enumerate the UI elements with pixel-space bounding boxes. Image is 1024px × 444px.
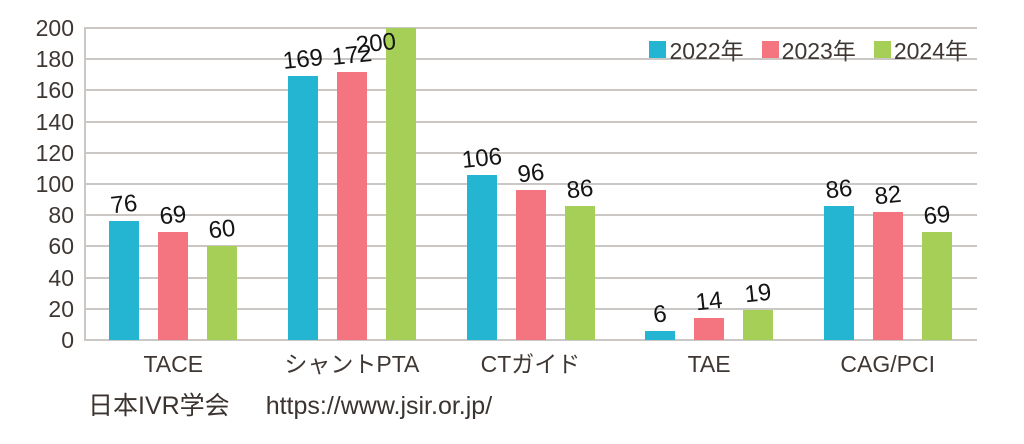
bar	[645, 330, 676, 340]
category-label: CTガイド	[480, 351, 581, 377]
source-citation: 日本IVR学会 https://www.jsir.or.jp/	[88, 386, 492, 422]
gridline	[84, 89, 977, 92]
legend-label: 2023年	[781, 38, 856, 64]
bar	[336, 71, 367, 340]
bar	[564, 205, 595, 340]
x-axis-line	[84, 339, 977, 341]
y-tick-label: 20	[48, 295, 74, 322]
category-label: TACE	[143, 351, 204, 377]
legend-swatch	[873, 40, 891, 58]
legend-swatch	[761, 40, 779, 58]
bar	[109, 221, 140, 340]
y-axis-line	[84, 28, 86, 340]
bar	[694, 318, 725, 340]
gridline	[84, 120, 977, 123]
legend-label: 2024年	[893, 38, 968, 64]
source-url: https://www.jsir.or.jp/	[265, 392, 493, 420]
category-label: CAG/PCI	[840, 351, 935, 377]
legend: 2022年 2023年 2024年	[649, 32, 968, 66]
legend-swatch	[649, 40, 667, 58]
y-tick-label: 0	[61, 327, 74, 353]
gridline	[84, 27, 977, 29]
category-label: TAE	[687, 351, 731, 377]
bar	[385, 28, 416, 340]
legend-label: 2022年	[669, 38, 744, 64]
y-tick-label: 140	[35, 108, 74, 135]
y-tick-label: 60	[48, 233, 74, 260]
y-tick-label: 200	[35, 15, 74, 41]
gridline	[84, 58, 977, 61]
legend-item: 2022年	[649, 32, 744, 66]
category-label: シャントPTA	[284, 351, 420, 377]
bar	[515, 190, 546, 340]
y-tick-label: 40	[48, 264, 74, 291]
y-tick-label: 180	[35, 46, 74, 73]
bar	[872, 212, 903, 340]
legend-item: 2024年	[873, 32, 968, 66]
bar	[823, 205, 854, 340]
gridline	[84, 183, 977, 185]
bar	[743, 310, 774, 340]
bar	[158, 232, 189, 340]
y-tick-label: 100	[35, 171, 74, 197]
y-tick-label: 120	[35, 139, 74, 166]
bar	[921, 232, 952, 340]
bar	[207, 246, 238, 340]
y-tick-label: 160	[35, 77, 74, 104]
y-tick-label: 80	[48, 202, 74, 229]
bar	[466, 174, 497, 340]
bar	[287, 76, 318, 340]
legend-item: 2023年	[761, 32, 856, 66]
source-org: 日本IVR学会	[88, 392, 230, 420]
gridline	[84, 151, 977, 154]
